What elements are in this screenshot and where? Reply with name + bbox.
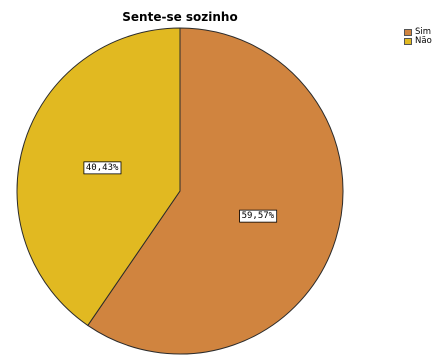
slice-label-text: 59,57%: [242, 211, 275, 221]
slice-label-0: 59,57%: [239, 209, 278, 223]
legend-swatch-sim: [404, 29, 412, 36]
legend-item-nao: Não: [404, 37, 432, 46]
slice-label-text: 40,43%: [86, 163, 119, 173]
legend-swatch-nao: [404, 38, 412, 45]
slice-label-1: 40,43%: [83, 161, 122, 175]
pie-slice-sim: [87, 27, 344, 355]
slice-label-box: [83, 161, 122, 175]
legend-label-nao: Não: [415, 36, 432, 46]
chart-title: Sente-se sozinho: [122, 10, 238, 24]
slice-label-box: [239, 209, 278, 223]
legend: Sim Não: [404, 28, 432, 46]
pie-slice-no: [16, 27, 181, 327]
legend-label-sim: Sim: [415, 27, 432, 37]
legend-item-sim: Sim: [404, 28, 432, 37]
